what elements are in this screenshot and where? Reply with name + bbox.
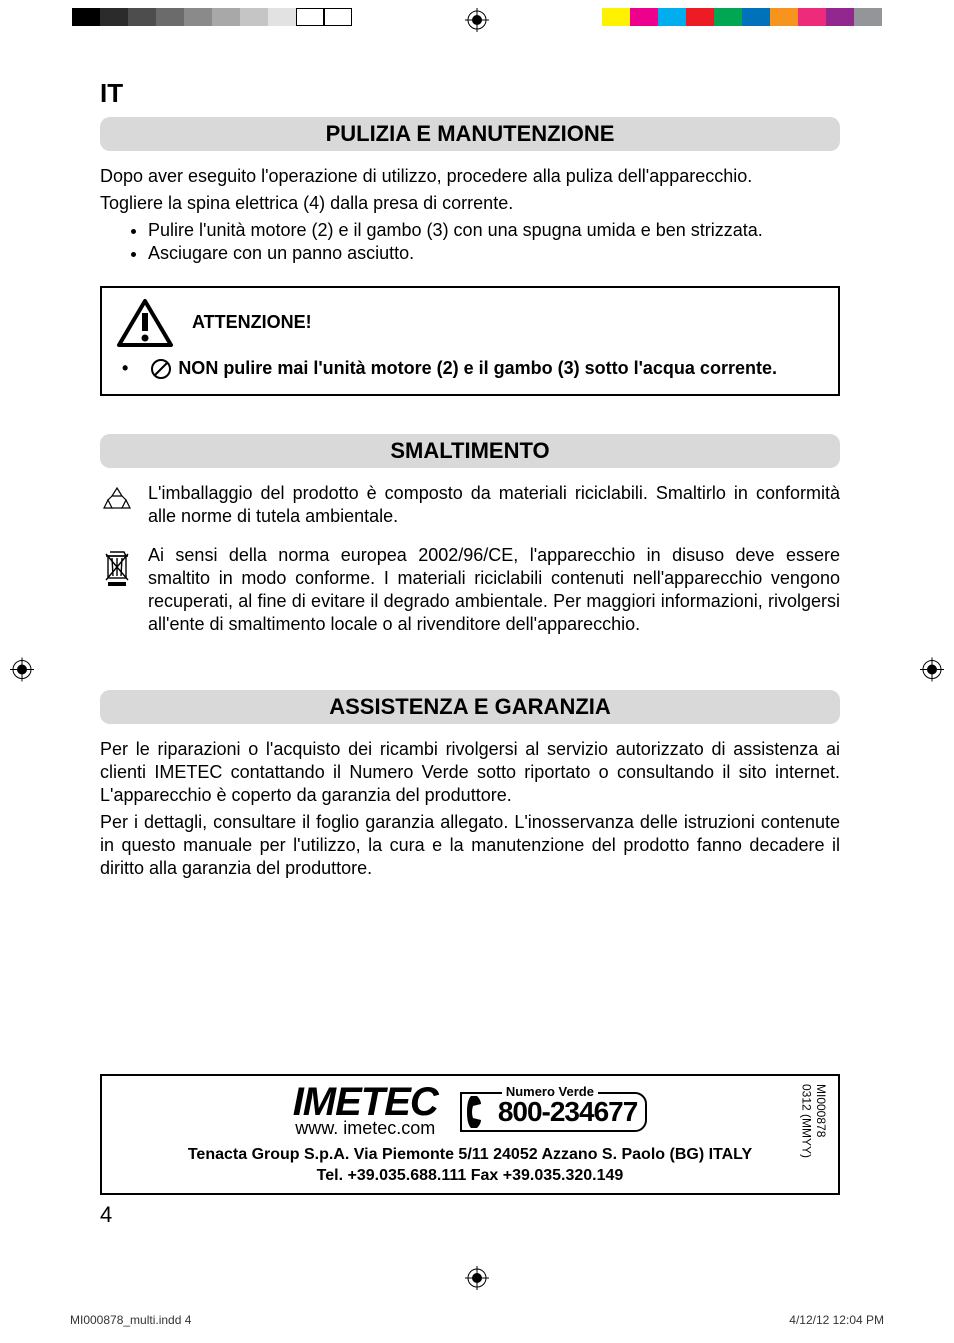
warning-title: ATTENZIONE!	[192, 312, 312, 333]
grayscale-colorbar	[72, 8, 352, 26]
brand-logo: IMETEC	[293, 1084, 438, 1120]
numero-verde-number: 800-234677	[498, 1096, 637, 1128]
numero-verde-label: Numero Verde	[502, 1084, 598, 1099]
warning-text: NON pulire mai l'unità motore (2) e il g…	[178, 358, 777, 379]
registration-mark-icon	[10, 657, 34, 686]
bullet-list: Pulire l'unità motore (2) e il gambo (3)…	[148, 219, 840, 266]
registration-mark-icon	[920, 657, 944, 686]
company-address: Tenacta Group S.p.A. Via Piemonte 5/11 2…	[112, 1145, 828, 1166]
language-code: IT	[100, 78, 840, 109]
print-file-name: MI000878_multi.indd 4	[70, 1313, 191, 1327]
prohibition-icon	[150, 358, 172, 380]
body-text: Togliere la spina elettrica (4) dalla pr…	[100, 192, 840, 215]
registration-mark-icon	[465, 1266, 489, 1295]
footer-box: IMETEC www. imetec.com Numero Verde 800-…	[100, 1074, 840, 1195]
section-header-smaltimento: SMALTIMENTO	[100, 434, 840, 468]
body-text: Per le riparazioni o l'acquisto dei rica…	[100, 738, 840, 807]
numero-verde-box: Numero Verde 800-234677	[460, 1092, 647, 1132]
color-colorbar	[602, 8, 882, 26]
page-content: IT PULIZIA E MANUTENZIONE Dopo aver eseg…	[100, 78, 840, 884]
website-url: www. imetec.com	[293, 1118, 438, 1139]
recycle-icon	[100, 484, 134, 518]
list-item: Pulire l'unità motore (2) e il gambo (3)…	[148, 219, 840, 242]
registration-mark-icon	[465, 8, 489, 37]
body-text: Per i dettagli, consultare il foglio gar…	[100, 811, 840, 880]
section-header-pulizia: PULIZIA E MANUTENZIONE	[100, 117, 840, 151]
bullet-dot: •	[122, 358, 128, 379]
print-timestamp: 4/12/12 12:04 PM	[789, 1313, 884, 1327]
document-code: MI0008780312 (MMYY)	[799, 1084, 828, 1158]
company-contact: Tel. +39.035.688.111 Fax +39.035.320.149	[112, 1166, 828, 1187]
warning-triangle-icon	[116, 298, 174, 348]
warning-box: ATTENZIONE! • NON pulire mai l'unità mot…	[100, 286, 840, 396]
list-item: Asciugare con un panno asciutto.	[148, 242, 840, 265]
weee-bin-icon	[100, 546, 134, 590]
body-text: Ai sensi della norma europea 2002/96/CE,…	[148, 544, 840, 636]
body-text: L'imballaggio del prodotto è composto da…	[148, 482, 840, 528]
body-text: Dopo aver eseguito l'operazione di utili…	[100, 165, 840, 188]
phone-icon	[460, 1094, 492, 1130]
page-number: 4	[100, 1202, 112, 1228]
section-header-assistenza: ASSISTENZA E GARANZIA	[100, 690, 840, 724]
